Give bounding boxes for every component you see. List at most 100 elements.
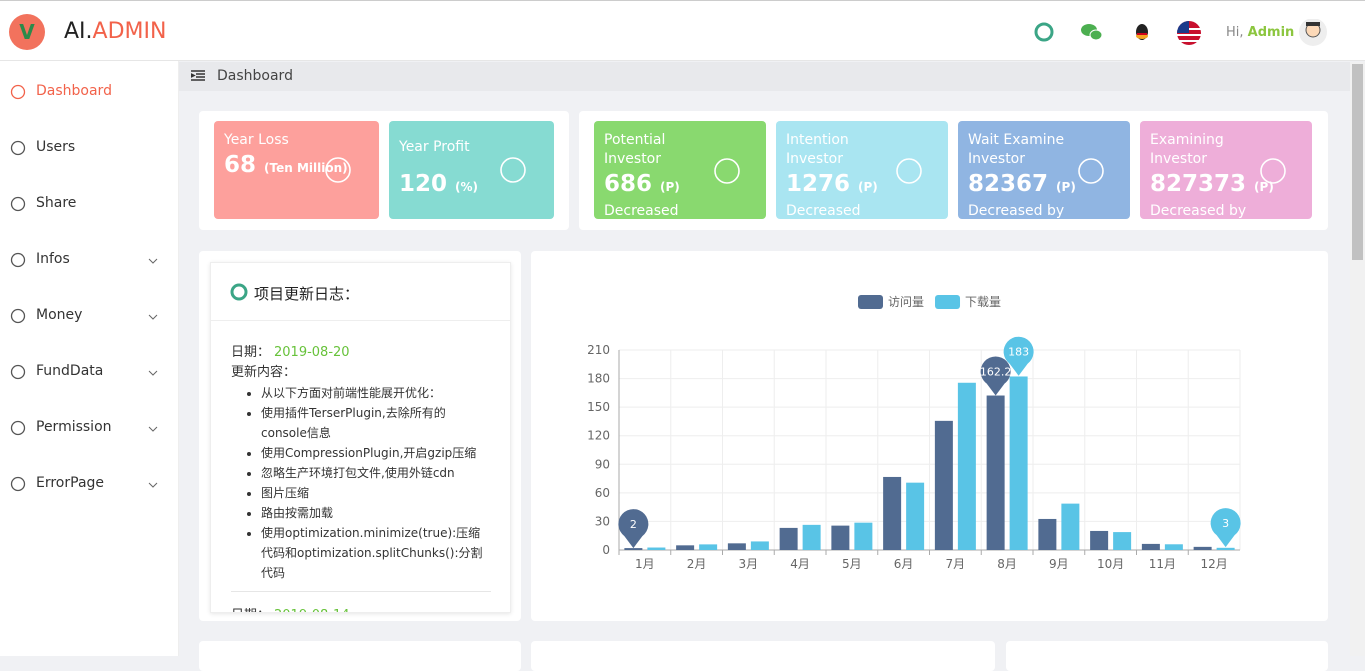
x-tick-label: 11月 [1149, 557, 1176, 571]
bar [831, 525, 850, 550]
y-tick-label: 210 [587, 343, 610, 357]
nav-item[interactable]: Permission [0, 408, 179, 448]
breadcrumb[interactable]: Dashboard [217, 68, 293, 84]
scrollbar[interactable] [1350, 62, 1365, 656]
nav-item[interactable]: Infos [0, 240, 179, 280]
change-item: 忽略生产环境打包文件,使用外链cdn [261, 463, 491, 483]
bar [1193, 546, 1212, 550]
x-tick-label: 2月 [687, 557, 707, 571]
content-label: 更新内容： [231, 365, 297, 380]
y-tick-label: 30 [595, 514, 610, 528]
icon-shape [10, 84, 26, 100]
changelog-title: 项目更新日志： [254, 285, 360, 303]
stat-footer: Decreased [786, 203, 861, 219]
change-list: 从以下方面对前端性能展开优化：使用插件TerserPlugin,去除所有的con… [231, 383, 491, 583]
bar [1216, 547, 1235, 550]
stat-icon [1260, 158, 1286, 184]
changelog-body: 日期：2019-08-20 更新内容： 从以下方面对前端性能展开优化：使用插件Ter… [231, 343, 491, 612]
nav-item[interactable]: Dashboard [0, 72, 179, 112]
nav-icon [10, 364, 26, 380]
chevron-shape [148, 370, 158, 376]
page: V AI.ADMIN Hi, Admin Dashboard Users Share… [0, 0, 1365, 656]
nav-icon [10, 476, 26, 492]
chevron-shape [148, 482, 158, 488]
change-item: 图片压缩 [261, 483, 491, 503]
bar [957, 382, 976, 550]
icon-shape [10, 476, 26, 492]
nav-label: Dashboard [36, 83, 112, 99]
legend-label: 访问量 [888, 295, 924, 309]
x-tick-label: 7月 [946, 557, 966, 571]
icon-shape [10, 252, 26, 268]
sidebar: Dashboard Users Share Infos Money FundData Per… [0, 61, 179, 656]
stat-number: 827373 [1150, 171, 1247, 197]
scroll-thumb[interactable] [1352, 64, 1363, 260]
avatar[interactable] [1299, 19, 1327, 46]
icon-shape [10, 364, 26, 380]
entry-date: 日期： 2019-08-20 [231, 343, 491, 363]
stat-number: 82367 [968, 171, 1049, 197]
stat-group: Year Loss 68 (Ten Million) Year Profit 120 … [199, 111, 569, 230]
github-icon [230, 283, 248, 301]
x-tick-label: 6月 [894, 557, 914, 571]
mark-point-label: 3 [1222, 517, 1229, 530]
bar [676, 545, 695, 550]
stat-value: 827373 (P) [1150, 169, 1275, 202]
stat-icon [714, 158, 740, 184]
nav-item[interactable]: FundData [0, 352, 179, 392]
icon-shape [10, 420, 26, 436]
legend-swatch [935, 295, 961, 309]
bar [750, 541, 769, 550]
stat-title: Year Profit [399, 139, 470, 155]
bar [1090, 530, 1109, 550]
nav-icon [10, 308, 26, 324]
stat-number: 68 [224, 152, 257, 178]
bar [699, 544, 718, 550]
menu-toggle[interactable] [191, 70, 205, 82]
nav-item[interactable]: ErrorPage [0, 464, 179, 504]
nav-item[interactable]: Users [0, 128, 179, 168]
brand: AI.ADMIN [64, 19, 166, 44]
stat-title: Wait Examine Investor [968, 132, 1065, 167]
brand-prefix: AI. [64, 19, 93, 44]
nav-item[interactable]: Share [0, 184, 179, 224]
stat-value: 82367 (P) [968, 169, 1093, 202]
header-icons [1034, 19, 1327, 46]
mark-point [1003, 336, 1034, 376]
nav-item[interactable]: Money [0, 296, 179, 336]
x-tick-label: 12月 [1200, 557, 1227, 571]
stat-number: 1276 [786, 171, 851, 197]
stat-footer: Decreased [604, 203, 679, 219]
greeting: Hi, Admin [1226, 25, 1294, 40]
x-tick-label: 1月 [635, 557, 655, 571]
nav-label: Permission [36, 419, 112, 435]
stat-card: Potential Investor 686 (P) Decreased [594, 121, 766, 219]
bar [647, 547, 666, 550]
bar [624, 548, 643, 550]
stat-unit: (%) [455, 180, 479, 194]
chart: 0 30 60 90 120 150 180 210 1月 2月 3月 4月 5月 6月 7月 8月 9月 10月… [587, 295, 1241, 571]
stat-number: 120 [399, 171, 448, 197]
stat-title: Examining Investor [1150, 132, 1224, 167]
language-icon[interactable] [1177, 21, 1201, 45]
github-icon[interactable] [1034, 22, 1054, 42]
qq-icon[interactable] [1136, 24, 1148, 40]
icon-shape [325, 157, 351, 183]
bar [1061, 503, 1080, 550]
user-name[interactable]: Admin [1247, 25, 1295, 40]
bar [854, 522, 873, 550]
stat-card: Intention Investor 1276 (P) Decreased [776, 121, 948, 219]
stat-number: 686 [604, 171, 653, 197]
stat-icon [325, 157, 351, 183]
stat-value: 1276 (P) [786, 169, 911, 202]
wechat-icon[interactable] [1081, 24, 1103, 41]
bar [906, 482, 925, 550]
mark-point [1210, 508, 1241, 548]
stat-icon [1078, 158, 1104, 184]
stat-card: Examining Investor 827373 (P) Decreased by [1140, 121, 1312, 219]
chevron [148, 426, 158, 432]
stat-card: Year Profit 120 (%) [389, 121, 554, 219]
date-label: 日期： [231, 345, 271, 360]
icon-shape [714, 158, 740, 184]
change-item: 使用optimization.minimize(true):压缩代码和optim… [261, 523, 491, 583]
